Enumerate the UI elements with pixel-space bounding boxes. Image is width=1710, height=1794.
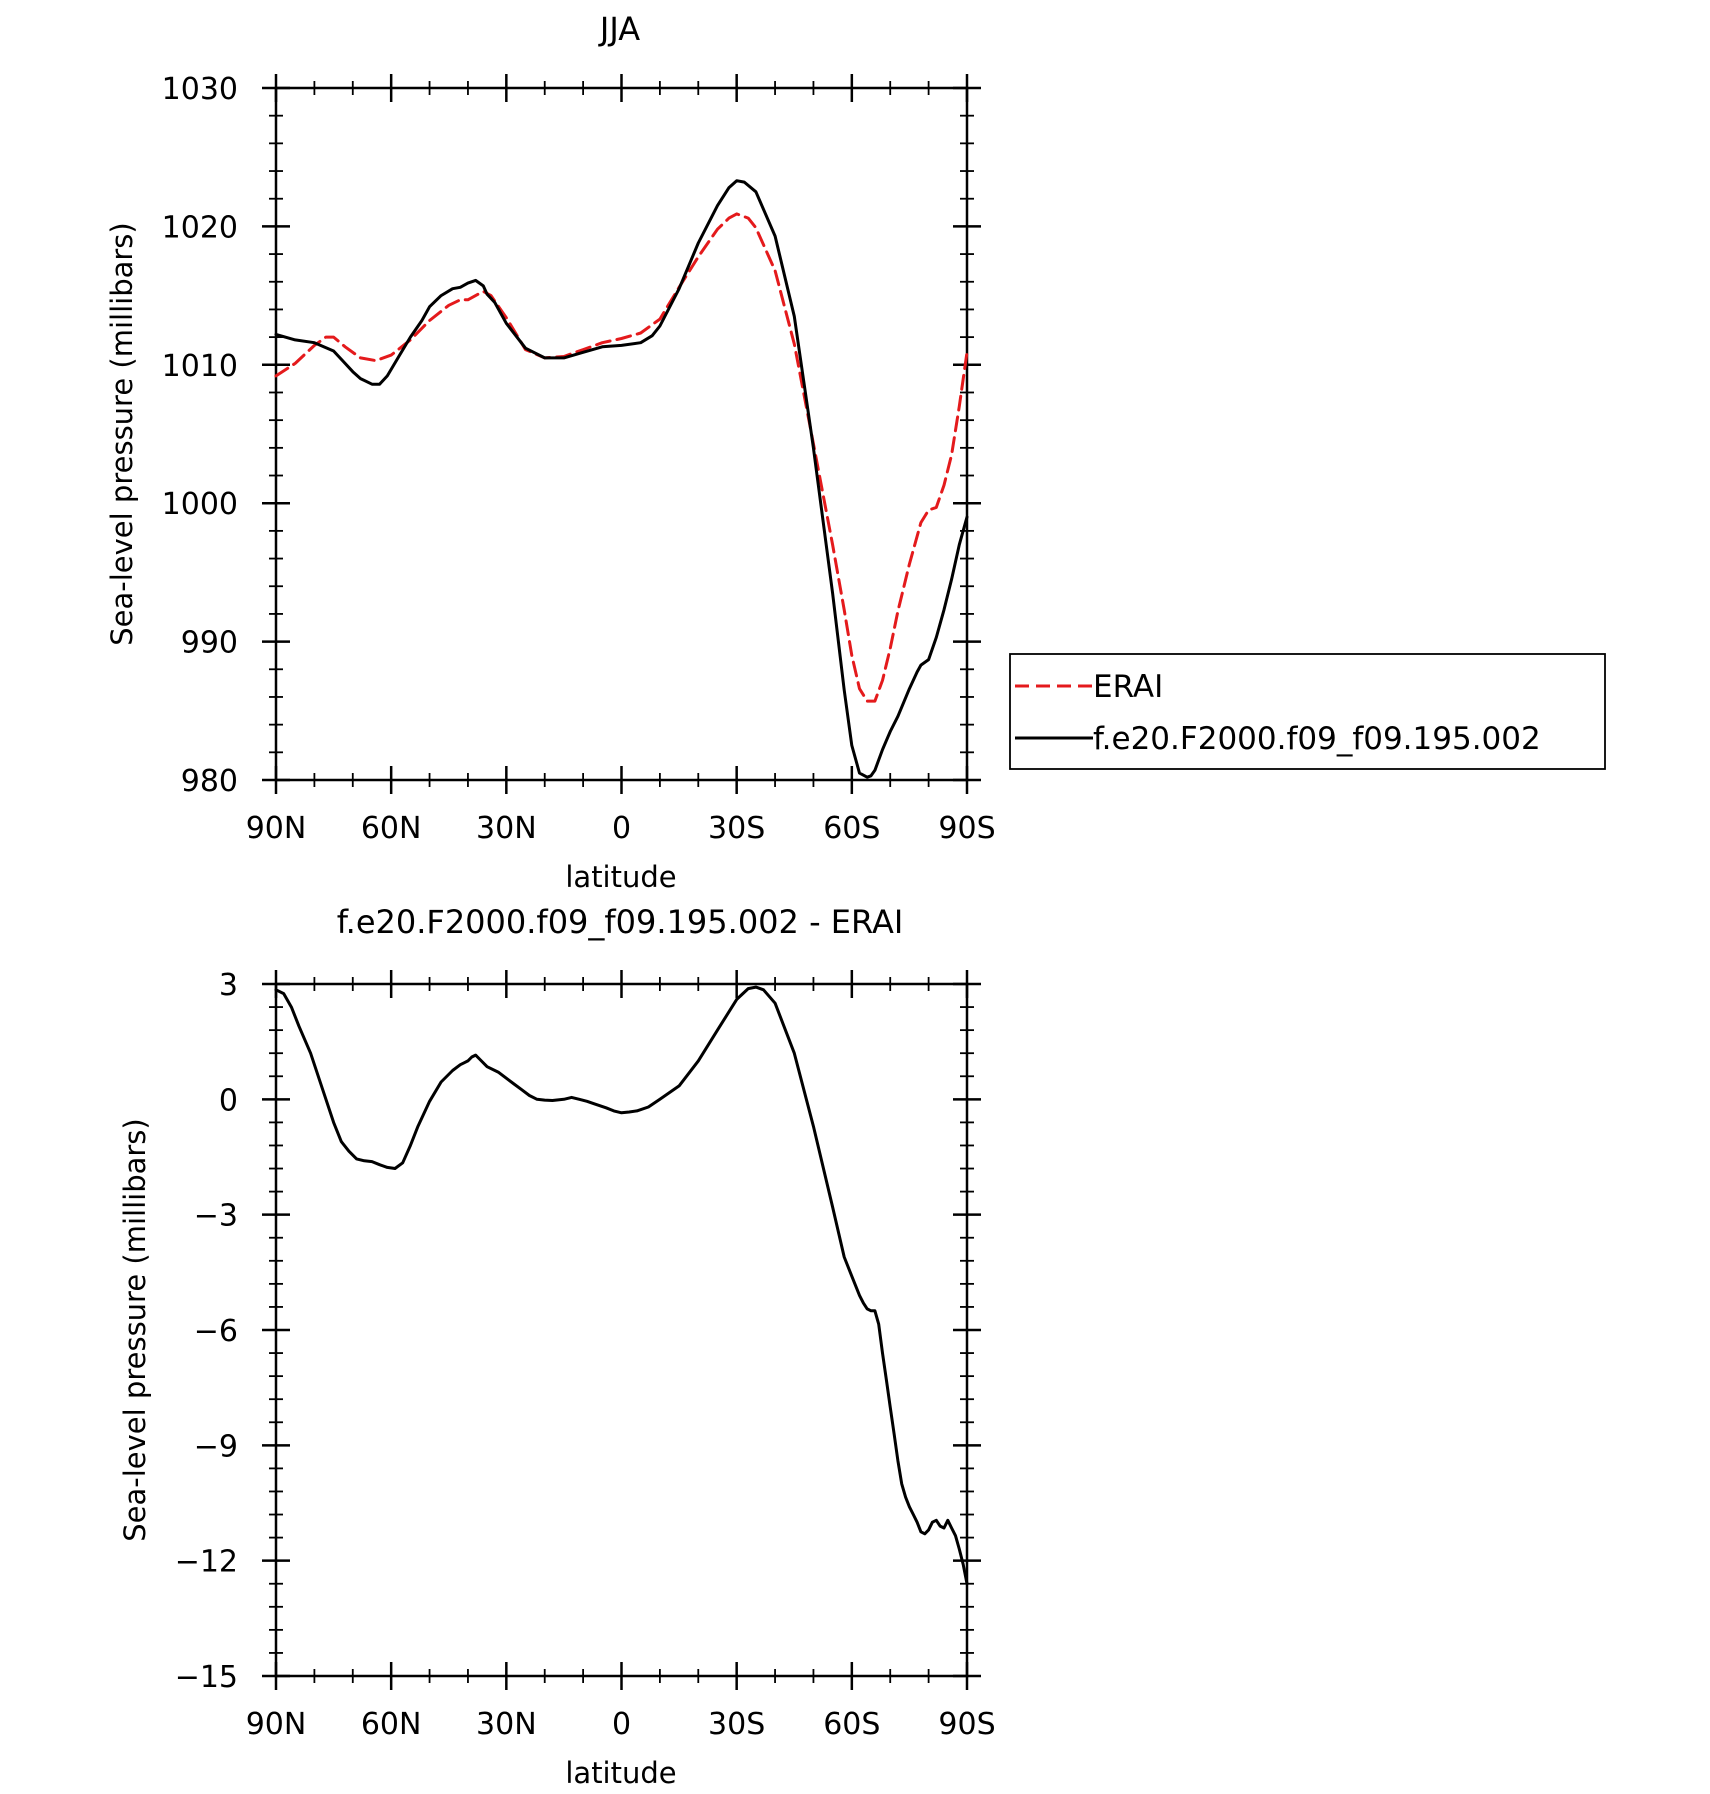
top-y-axis-title: Sea-level pressure (millibars) [105,222,139,645]
legend: ERAI f.e20.F2000.f09_f09.195.002 [1009,653,1606,770]
top-x-tick-labels: 90N 60N 30N 0 30S 60S 90S [246,811,996,846]
top-series-line-0 [274,212,969,703]
top-xtick-label: 90N [246,811,307,846]
top-plot-frame [274,86,969,782]
top-ytick-label: 1020 [162,210,238,245]
top-x-axis-title: latitude [565,860,676,894]
bottom-ytick-label: −15 [175,1660,238,1695]
bottom-y-axis-title: Sea-level pressure (millibars) [118,1118,152,1541]
bottom-xtick-label: 90S [938,1707,995,1742]
top-ytick-label: 1000 [162,487,238,522]
bottom-series-line-0 [274,985,969,1586]
top-chart-title: JJA [598,10,640,48]
top-xtick-label: 60S [823,811,880,846]
top-ytick-label: 990 [181,626,238,661]
bottom-plot-area [262,970,981,1690]
bottom-plot-frame [274,982,969,1678]
top-ytick-label: 1010 [162,349,238,384]
top-line-chart: JJA 980 990 1000 1010 1020 1030 90N 60N 30N 0 30S… [105,10,1606,894]
bottom-series-lines [274,985,969,1586]
bottom-xtick-label: 90N [246,1707,307,1742]
bottom-ytick-label: 0 [219,1083,238,1118]
bottom-x-tick-labels: 90N 60N 30N 0 30S 60S 90S [246,1707,996,1742]
bottom-ytick-label: −9 [194,1429,238,1464]
top-plot-area [262,74,981,794]
top-xtick-label: 30N [476,811,537,846]
top-xtick-label: 30S [708,811,765,846]
bottom-y-tick-labels: −15 −12 −9 −6 −3 0 3 [175,968,238,1695]
bottom-xtick-label: 0 [612,1707,631,1742]
bottom-ytick-label: 3 [219,968,238,1003]
top-y-tick-labels: 980 990 1000 1010 1020 1030 [162,72,238,799]
bottom-xtick-label: 30N [476,1707,537,1742]
bottom-ytick-label: −6 [194,1314,238,1349]
bottom-line-chart: f.e20.F2000.f09_f09.195.002 - ERAI −15−1… [118,903,996,1790]
top-series-line-1 [274,179,969,779]
top-ytick-label: 980 [181,764,238,799]
legend-label-erai: ERAI [1093,669,1163,705]
bottom-xtick-label: 60S [823,1707,880,1742]
bottom-xtick-label: 60N [361,1707,422,1742]
top-axis-ticks [262,74,981,794]
bottom-ytick-label: −12 [175,1545,238,1580]
bottom-x-axis-title: latitude [565,1756,676,1790]
legend-box [1009,653,1606,770]
top-xtick-label: 60N [361,811,422,846]
bottom-axis-ticks [262,970,981,1690]
bottom-chart-title: f.e20.F2000.f09_f09.195.002 - ERAI [337,903,904,941]
top-xtick-label: 90S [938,811,995,846]
bottom-xtick-label: 30S [708,1707,765,1742]
top-xtick-label: 0 [612,811,631,846]
top-series-lines [274,179,969,779]
bottom-ytick-label: −3 [194,1199,238,1234]
top-ytick-label: 1030 [162,72,238,107]
legend-label-model: f.e20.F2000.f09_f09.195.002 [1093,721,1541,757]
